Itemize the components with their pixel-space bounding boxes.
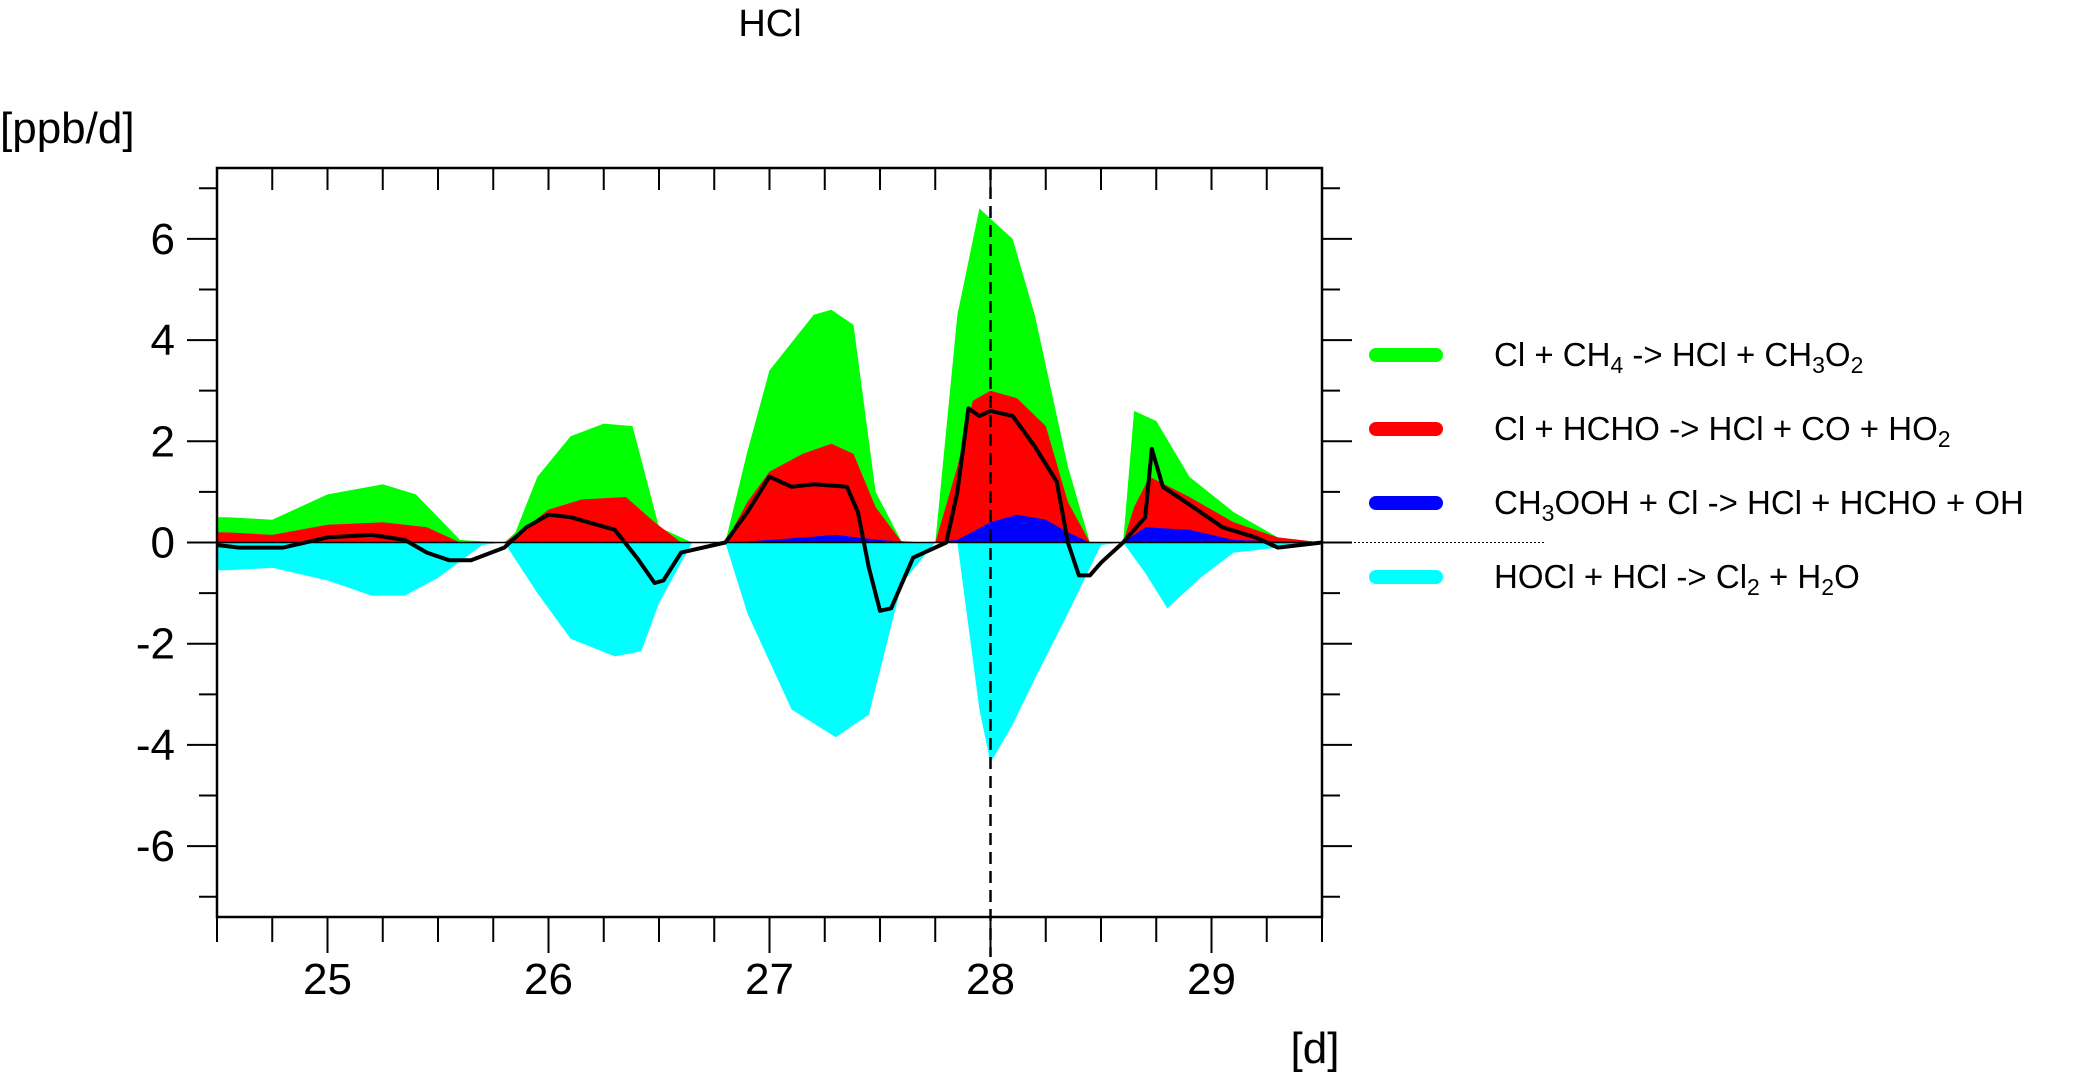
- x-tick-label: 25: [303, 955, 352, 1004]
- x-tick-label: 28: [966, 955, 1015, 1004]
- y-tick-label: -6: [136, 822, 175, 871]
- area-layer: [217, 208, 1322, 763]
- x-axis-label: [d]: [1291, 1024, 1340, 1073]
- net-line-layer: [216, 406, 1323, 613]
- y-tick-label: -4: [136, 721, 175, 770]
- chart-title: HCl: [738, 3, 801, 45]
- y-tick-label: 6: [151, 215, 175, 264]
- legend-label-cl-hcho-hcl-co-ho2: Cl + HCHO -> HCl + CO + HO2: [1494, 410, 1951, 452]
- y-axis-label: [ppb/d]: [0, 104, 135, 153]
- x-tick-label: 29: [1187, 955, 1236, 1004]
- axes-layer: [187, 166, 1545, 957]
- y-tick-label: 2: [151, 417, 175, 466]
- legend-label-cl-ch4-hcl-ch3o2: Cl + CH4 -> HCl + CH3O2: [1494, 336, 1863, 378]
- x-tick-label: 27: [745, 955, 794, 1004]
- legend-label-ch3ooh-cl-hcl-hcho-oh: CH3OOH + Cl -> HCl + HCHO + OH: [1494, 484, 2024, 526]
- area-hocl-hcl-cl2-h2o: [217, 542, 1322, 763]
- net-line: [216, 406, 1323, 613]
- tick-labels: -6 -4 -2 0 2 4 6 25 26 27 28 29: [136, 215, 1236, 1004]
- legend: Cl + CH4 -> HCl + CH3O2 Cl + HCHO -> HCl …: [1369, 336, 2024, 600]
- y-tick-label: -2: [136, 620, 175, 669]
- x-tick-label: 26: [524, 955, 573, 1004]
- y-tick-label: 4: [151, 316, 175, 365]
- legend-label-hocl-hcl-cl2-h2o: HOCl + HCl -> Cl2 + H2O: [1494, 558, 1860, 600]
- area-cl-hcho-hcl-co-ho2: [217, 390, 1322, 543]
- y-tick-label: 0: [151, 519, 175, 568]
- area-ch3ooh-cl-hcl-hcho-oh: [217, 514, 1322, 543]
